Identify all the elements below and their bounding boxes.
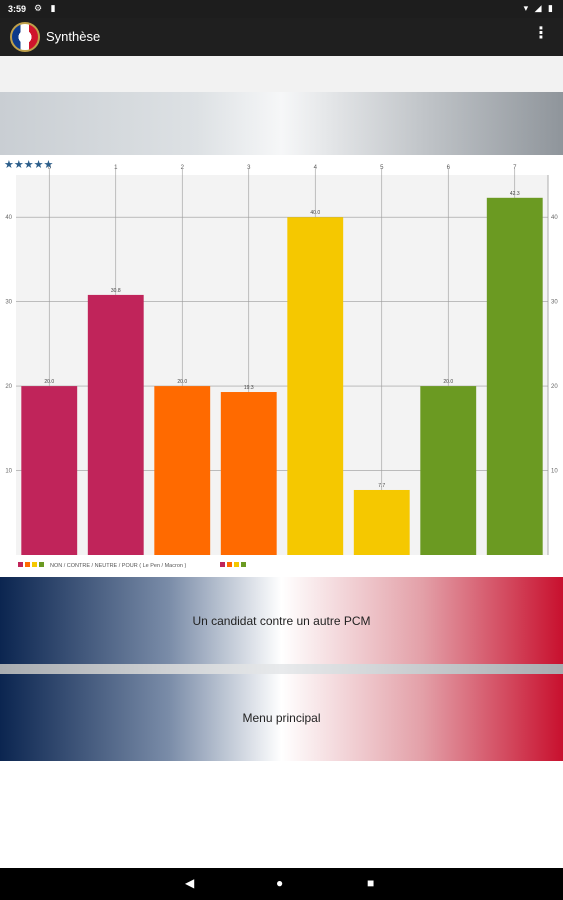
rating-stars: ★★★★★ <box>4 159 54 171</box>
y-tick-label-left: 40 <box>5 215 12 221</box>
x-tick-label: 5 <box>380 165 384 171</box>
x-tick-label: 4 <box>314 165 318 171</box>
legend-swatch-left <box>32 562 37 567</box>
system-nav-bar: ◀ ● ■ <box>0 868 563 900</box>
status-bar: 3:59 ⚙ ▮ ▾ ◢ ▮ <box>0 0 563 18</box>
nav-recent-icon[interactable]: ■ <box>367 876 375 890</box>
bar-value-label: 20.0 <box>177 379 187 385</box>
bar-value-label: 40.0 <box>310 210 320 216</box>
bar-6 <box>420 386 477 555</box>
bar-7 <box>486 197 543 556</box>
x-tick-label: 1 <box>114 165 118 171</box>
x-tick-label: 7 <box>513 165 517 171</box>
status-time: 3:59 <box>8 4 27 14</box>
nav-home-icon[interactable]: ● <box>276 876 284 890</box>
bar-4 <box>287 217 344 555</box>
page-title: Synthèse <box>46 29 101 44</box>
y-tick-label-right: 30 <box>551 300 558 306</box>
bar-2 <box>154 386 211 555</box>
status-system-icons: ▾ ◢ ▮ <box>523 3 555 13</box>
button-separator <box>0 664 563 674</box>
legend-swatch-right <box>220 562 225 567</box>
x-tick-label: 3 <box>247 165 251 171</box>
bar-5 <box>353 489 410 555</box>
bar-value-label: 42.3 <box>510 191 520 197</box>
bar-value-label: 20.0 <box>44 379 54 385</box>
overflow-menu-icon[interactable]: ⋮ <box>533 25 549 42</box>
legend-swatch-right <box>241 562 246 567</box>
main-menu-button[interactable]: Menu principal <box>0 674 563 761</box>
nav-back-icon[interactable]: ◀ <box>185 876 195 890</box>
bar-chart: 10 10 20 20 30 30 40 40 0 20.0 1 30.8 2 20.0 3 19.3 4 40.… <box>5 165 558 569</box>
y-tick-label-right: 40 <box>551 215 558 221</box>
x-tick-label: 6 <box>447 165 451 171</box>
legend-swatch-left <box>39 562 44 567</box>
candidate-vs-candidate-button[interactable]: Un candidat contre un autre PCM <box>0 577 563 664</box>
y-tick-label-right: 10 <box>551 469 558 475</box>
y-tick-label-left: 20 <box>5 384 12 390</box>
y-tick-label-right: 20 <box>551 384 558 390</box>
app-logo-icon <box>10 22 40 52</box>
y-tick-label-left: 10 <box>5 469 12 475</box>
y-tick-label-left: 30 <box>5 300 12 306</box>
bar-value-label: 19.3 <box>244 385 254 391</box>
bar-1 <box>87 294 144 555</box>
bar-value-label: 20.0 <box>443 379 453 385</box>
bar-value-label: 30.8 <box>111 288 121 294</box>
legend-swatch-left <box>25 562 30 567</box>
legend-text: NON / CONTRE / NEUTRE / POUR ( Le Pen / … <box>50 563 186 569</box>
top-spacer <box>0 56 563 92</box>
empty-area <box>0 761 563 868</box>
x-tick-label: 0 <box>48 165 52 171</box>
app-bar: Synthèse ⋮ <box>0 18 563 56</box>
bar-3 <box>220 392 277 555</box>
legend-swatch-left <box>18 562 23 567</box>
bar-value-label: 7.7 <box>378 483 385 489</box>
status-notification-icons: ⚙ ▮ <box>34 3 59 13</box>
legend-swatch-right <box>227 562 232 567</box>
x-tick-label: 2 <box>181 165 185 171</box>
legend-swatch-right <box>234 562 239 567</box>
header-banner <box>0 92 563 155</box>
bar-0 <box>21 386 78 555</box>
